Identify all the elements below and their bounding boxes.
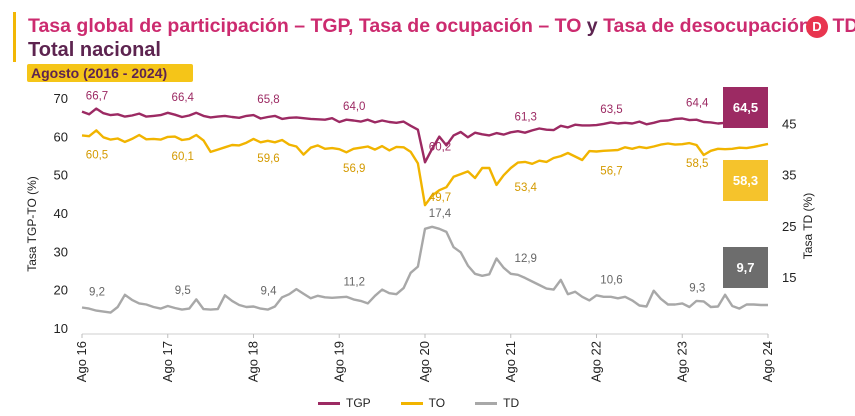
y-axis-label: Tasa TGP-TO (%) [25,176,39,272]
chart-title: Tasa global de participación – TGP, Tasa… [28,14,855,38]
last-value-box-to [723,160,768,201]
legend-label-to: TO [428,396,446,410]
series-line-to [81,129,769,207]
series-line-tgp [81,107,768,164]
data-label-tgp: 66,7 [86,91,108,103]
title-part-1: Tasa global de participación – TGP, Tasa… [28,15,582,37]
title-conjunction: y [581,15,604,37]
last-value-label-tgp: 64,5 [733,100,758,115]
x-tick-label: Ago 22 [589,341,604,382]
last-value-box-tgp [723,87,768,128]
y2-tick-label: 45 [782,117,796,132]
x-tick-label: Ago 17 [160,341,175,382]
y-tick-label: 20 [54,283,68,298]
legend-swatch-tgp [318,401,340,405]
data-label-tgp: 65,8 [257,94,279,106]
y-tick-label: 60 [54,129,68,144]
title-accent-bar [13,12,16,62]
data-label-tgp: 64,4 [686,98,709,110]
series-line-td [81,225,768,314]
x-tick-label: Ago 20 [417,341,432,382]
data-label-td: 12,9 [515,253,537,265]
data-label-to: 59,6 [257,153,279,165]
chart-subtitle: Total nacional [28,39,161,61]
y-tick-label: 10 [54,321,68,336]
y2-axis-label: Tasa TD (%) [801,193,815,259]
y-tick-label: 50 [54,168,68,183]
data-label-tgp: 64,0 [343,101,365,113]
legend-item-tgp: TGP [318,396,371,410]
dane-logo-icon: D [806,16,828,38]
x-tick-label: Ago 23 [674,341,689,382]
legend-swatch-td [475,401,498,405]
period-badge: Agosto (2016 - 2024) [27,64,194,82]
data-label-td: 9,3 [689,282,705,294]
data-label-to: 60,5 [86,149,108,161]
x-tick-label: Ago 21 [503,341,518,382]
data-label-to: 49,7 [429,192,451,204]
y-tick-label: 40 [54,206,68,221]
y-tick-label: 30 [54,244,68,259]
legend-item-to: TO [400,396,446,410]
legend-label-td: TD [503,396,520,410]
data-label-td: 11,2 [343,276,365,288]
data-label-to: 53,4 [515,182,538,194]
last-value-box-td [723,247,768,288]
legend-item-td: TD [475,396,519,410]
x-tick-label: Ago 19 [331,341,346,382]
data-label-to: 56,9 [343,163,365,175]
y-tick-label: 70 [54,91,68,106]
data-label-td: 9,4 [261,286,278,298]
last-value-label-to: 58,3 [733,173,758,188]
chart-legend: TGP TO TD [318,396,519,410]
data-label-tgp: 63,5 [600,104,622,116]
data-label-td: 17,4 [429,208,452,220]
data-label-to: 58,5 [686,158,708,170]
x-tick-label: Ago 18 [246,341,261,382]
y2-tick-label: 35 [782,168,796,183]
title-part-2: Tasa de desocupación – TD [603,15,855,37]
data-label-td: 10,6 [600,274,622,286]
y2-tick-label: 15 [782,270,796,285]
data-label-to: 60,1 [172,151,194,163]
data-label-td: 9,2 [89,287,105,299]
legend-label-tgp: TGP [346,396,371,410]
x-tick-label: Ago 16 [74,341,89,382]
data-label-td: 9,5 [175,285,191,297]
y2-tick-label: 25 [782,219,796,234]
last-value-label-td: 9,7 [736,260,754,275]
data-label-tgp: 61,3 [515,111,537,123]
legend-swatch-to [400,401,423,405]
data-label-tgp: 60,2 [429,141,451,153]
x-tick-label: Ago 24 [760,341,775,382]
data-label-to: 56,7 [600,166,622,178]
data-label-tgp: 66,4 [172,92,195,104]
